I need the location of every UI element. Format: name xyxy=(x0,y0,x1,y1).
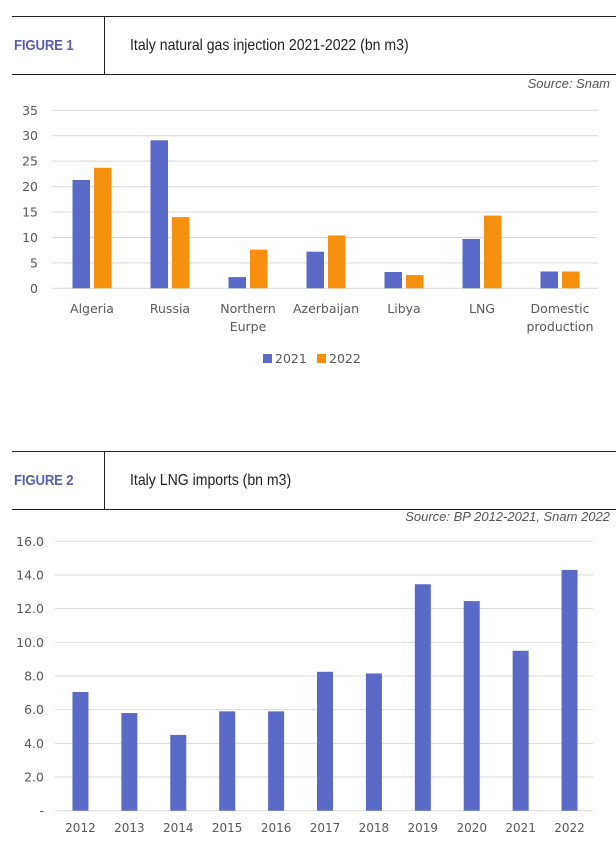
y-tick-label: 25 xyxy=(22,154,38,169)
bar xyxy=(219,711,236,811)
y-tick-label: 20 xyxy=(22,179,38,194)
chart-1-y-axis: 0 5 10 15 20 25 30 35 xyxy=(22,103,38,296)
legend-swatch-2021 xyxy=(263,354,272,363)
bar-2021 xyxy=(228,277,246,289)
bar-2021 xyxy=(462,238,480,289)
y-tick-label: 10 xyxy=(22,230,38,245)
bar xyxy=(170,734,187,811)
x-tick-label: Azerbaijan xyxy=(293,301,359,316)
x-tick-label: Algeria xyxy=(70,301,114,316)
x-tick-label: 2014 xyxy=(163,821,194,835)
x-tick-label: Eurpe xyxy=(230,319,267,334)
figure-2-title: Italy LNG imports (bn m3) xyxy=(130,472,292,489)
figure-2-source: Source: BP 2012-2021, Snam 2022 xyxy=(405,509,610,524)
figure-1-divider xyxy=(104,17,105,74)
bar xyxy=(72,691,89,811)
y-tick-label: 15 xyxy=(22,205,38,220)
x-tick-label: 2020 xyxy=(456,821,487,835)
x-tick-label: 2016 xyxy=(261,821,292,835)
figure-1-header: FIGURE 1 Italy natural gas injection 202… xyxy=(12,16,616,75)
bar-2022 xyxy=(562,271,580,289)
y-tick-label: - xyxy=(39,803,44,818)
x-tick-label: 2021 xyxy=(505,821,536,835)
bar-2021 xyxy=(306,251,324,289)
bar xyxy=(512,650,529,811)
y-tick-label: 0 xyxy=(30,281,38,296)
x-tick-label: production xyxy=(526,319,593,334)
bar-2021 xyxy=(384,272,402,289)
bar-2021 xyxy=(540,271,558,289)
figure-1-title: Italy natural gas injection 2021-2022 (b… xyxy=(130,37,409,54)
bar-2021 xyxy=(150,140,168,289)
figure-1-source: Source: Snam xyxy=(527,76,610,91)
figure-2-label: FIGURE 2 xyxy=(14,472,74,489)
y-tick-label: 5 xyxy=(30,255,38,270)
x-tick-label: 2015 xyxy=(212,821,243,835)
x-tick-label: 2013 xyxy=(114,821,145,835)
y-tick-label: 30 xyxy=(22,128,38,143)
bar xyxy=(414,584,431,811)
chart-1-x-axis: Algeria Russia Northern Eurpe Azerbaijan Liby… xyxy=(70,301,594,334)
bar xyxy=(317,671,333,811)
figure-1-chart: 0 5 10 15 20 25 30 35 Algeria Russia Northern Eurp… xyxy=(22,103,598,366)
chart-2-x-axis: 2012 2013 2014 2015 2016 2017 2018 2019 2020 2021… xyxy=(65,821,585,835)
chart-1-gridlines xyxy=(52,109,598,289)
figure-2-header: FIGURE 2 Italy LNG imports (bn m3) xyxy=(12,451,616,510)
bar-2022 xyxy=(172,217,190,289)
x-tick-label: 2018 xyxy=(359,821,390,835)
x-tick-label: Libya xyxy=(387,301,420,316)
y-tick-label: 16.0 xyxy=(16,534,44,549)
y-tick-label: 14.0 xyxy=(16,567,44,582)
x-tick-label: Domestic xyxy=(531,301,590,316)
x-tick-label: 2022 xyxy=(554,821,585,835)
figure-1-label: FIGURE 1 xyxy=(14,37,74,54)
y-tick-label: 2.0 xyxy=(24,770,44,785)
y-tick-label: 4.0 xyxy=(24,736,44,751)
chart-2-bars xyxy=(72,569,578,811)
legend-label: 2021 xyxy=(275,351,307,366)
x-tick-label: 2012 xyxy=(65,821,96,835)
bar xyxy=(365,673,382,811)
bar-2022 xyxy=(484,215,502,289)
legend-swatch-2022 xyxy=(317,354,326,363)
figure-2-divider xyxy=(104,452,105,509)
bar-2022 xyxy=(328,235,346,289)
bar-2021 xyxy=(72,179,90,289)
chart-1-bars xyxy=(72,140,580,289)
bar xyxy=(268,711,285,811)
bar-2022 xyxy=(94,167,112,289)
y-tick-label: 12.0 xyxy=(16,601,44,616)
y-tick-label: 6.0 xyxy=(24,702,44,717)
x-tick-label: Northern xyxy=(220,301,276,316)
bar xyxy=(463,601,480,811)
x-tick-label: 2017 xyxy=(310,821,341,835)
y-tick-label: 10.0 xyxy=(16,635,44,650)
x-tick-label: Russia xyxy=(150,301,190,316)
figure-2-chart: -2.04.06.08.010.012.014.016.0 2012 2013 20… xyxy=(16,534,593,835)
bar xyxy=(121,713,138,811)
bar-2022 xyxy=(406,275,424,289)
x-tick-label: 2019 xyxy=(408,821,439,835)
chart-1-legend: 2021 2022 xyxy=(263,351,361,366)
chart-2-y-axis: - 2.0 4.0 6.0 8.0 10.0 12.0 14.0 16.0 xyxy=(16,534,44,818)
y-tick-label: 35 xyxy=(22,103,38,118)
bar-2022 xyxy=(250,249,268,289)
legend-label: 2022 xyxy=(329,351,361,366)
y-tick-label: 8.0 xyxy=(24,669,44,684)
x-tick-label: LNG xyxy=(469,301,495,316)
bar xyxy=(561,569,578,811)
